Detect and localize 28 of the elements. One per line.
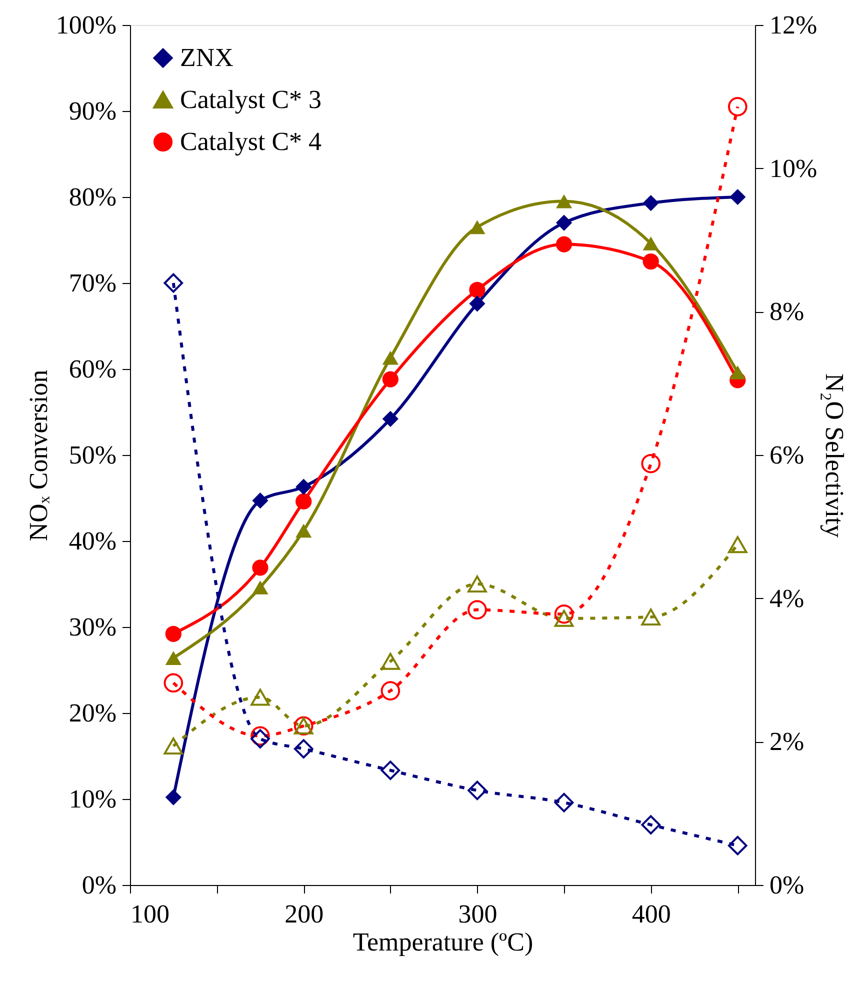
y-tick-label: 40% (68, 526, 116, 556)
y2-tick-label: 2% (770, 727, 804, 756)
y2-tick-label: 12% (770, 10, 818, 40)
y-tick-label: 30% (68, 612, 116, 642)
y-tick-label: 80% (68, 182, 116, 212)
x-axis-title: Temperature (ºC) (352, 928, 534, 956)
y-tick-label: 20% (68, 698, 116, 728)
y-tick-label: 10% (68, 784, 116, 814)
y2-tick-label: 0% (770, 870, 804, 900)
x-tick-label: 200 (284, 900, 324, 928)
y-tick-label: 100% (56, 10, 116, 40)
x-tick-label: 100 (130, 900, 170, 928)
y2-tick-label: 6% (770, 440, 804, 470)
legend-label: Catalyst C* 3 (180, 85, 322, 114)
y-axis-title: NOₓ Conversion (24, 370, 53, 542)
legend-label: Catalyst C* 4 (180, 127, 322, 156)
y-tick-label: 90% (68, 96, 116, 126)
x-tick-label: 400 (632, 900, 671, 928)
y-tick-label: 0% (82, 870, 116, 900)
legend-label: ZNX (180, 43, 234, 72)
y-tick-label: 50% (68, 440, 116, 470)
y2-tick-label: 10% (770, 154, 818, 183)
y2-axis-title: N₂O Selectivity (820, 373, 850, 538)
y-tick-label: 70% (68, 268, 116, 298)
x-tick-label: 300 (458, 900, 498, 928)
y-tick-label: 60% (68, 354, 116, 384)
y2-tick-label: 8% (770, 297, 804, 326)
y2-tick-label: 4% (770, 584, 804, 613)
